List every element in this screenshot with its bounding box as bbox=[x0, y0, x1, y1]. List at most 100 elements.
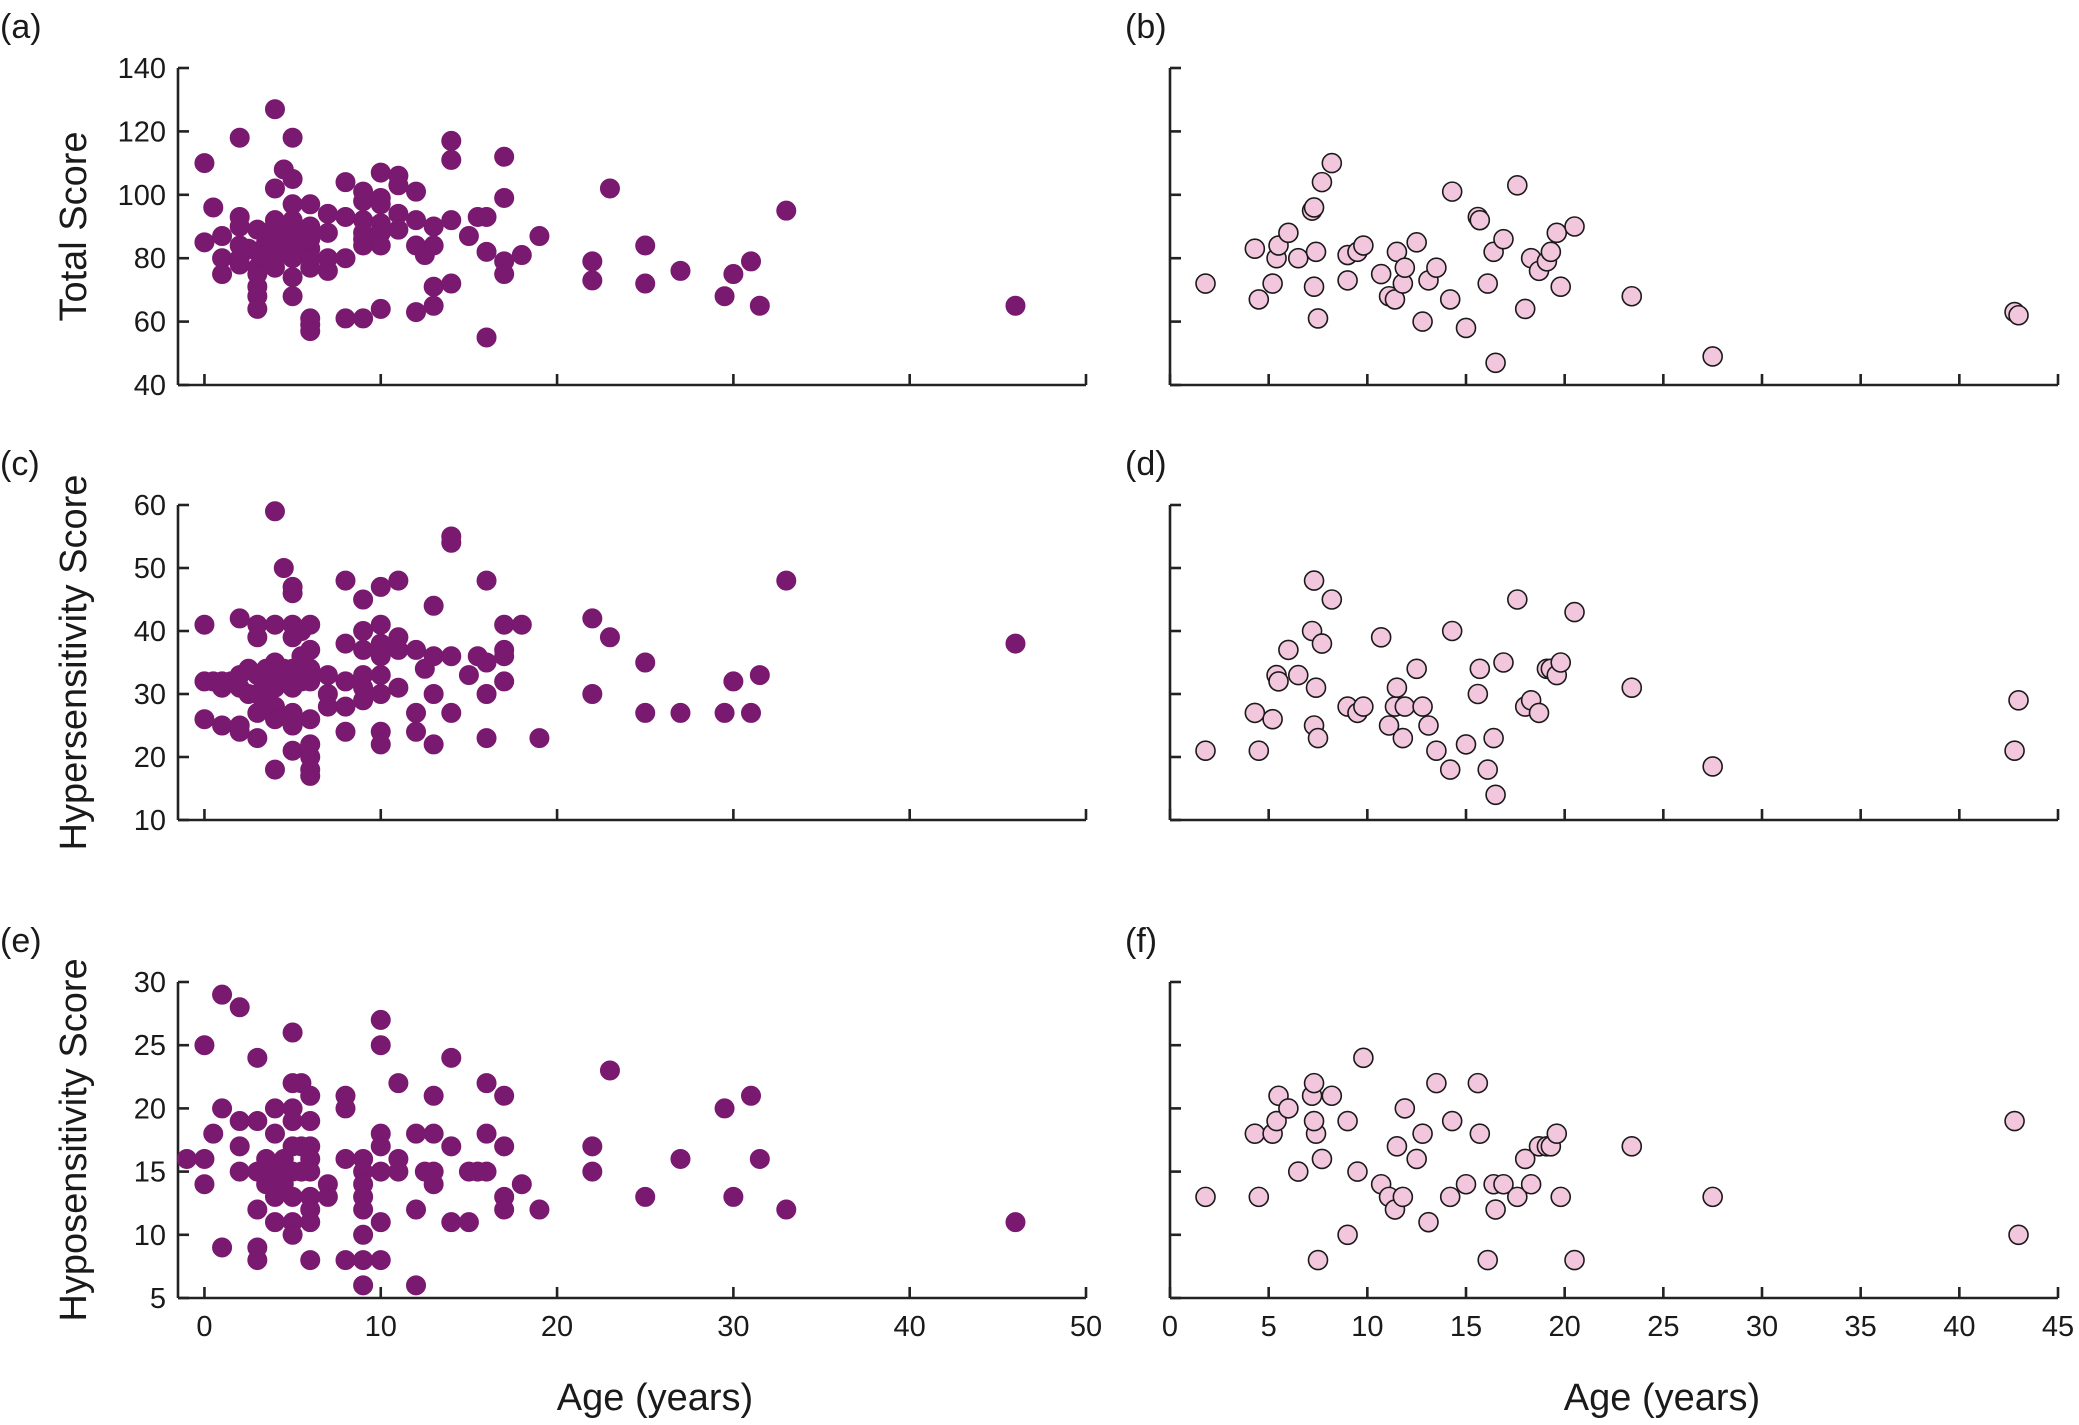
panel-d-point bbox=[1244, 702, 1266, 724]
panel-b-point bbox=[1702, 346, 1723, 367]
panel-b-point bbox=[1426, 257, 1447, 279]
panel-b-point bbox=[1477, 273, 1499, 294]
panel-d-point bbox=[1278, 639, 1299, 661]
panel-e-point bbox=[335, 1250, 356, 1271]
panel-c-point bbox=[511, 614, 532, 635]
panel-e-ytick-label: 30 bbox=[134, 967, 166, 999]
panel-c-point bbox=[370, 734, 391, 755]
panel-e-point bbox=[723, 1186, 744, 1207]
panel-a-point bbox=[353, 308, 374, 329]
panel-b-point bbox=[1621, 285, 1643, 307]
panel-c-point bbox=[353, 639, 374, 660]
panel-a-ytick-label: 40 bbox=[134, 370, 166, 402]
panel-b-point bbox=[1546, 222, 1568, 244]
panel-e-xtick-label: 30 bbox=[717, 1311, 749, 1343]
panel-f-xtick-label: 10 bbox=[1351, 1311, 1383, 1343]
panel-a-letter: (a) bbox=[0, 8, 42, 46]
panel-c-point bbox=[494, 671, 515, 692]
panel-c-point bbox=[423, 734, 444, 755]
panel-a-point bbox=[494, 264, 515, 285]
panel-a: (a) 40 60 80 100 120 140 Total Score bbox=[0, 8, 1088, 402]
panel-c-point bbox=[476, 570, 497, 591]
panel-e-point bbox=[335, 1098, 356, 1119]
panel-a-point bbox=[511, 245, 532, 266]
panel-c-point bbox=[406, 702, 427, 723]
panel-a-point bbox=[212, 226, 233, 247]
panel-a-point bbox=[582, 270, 603, 291]
panel-f-point bbox=[1248, 1186, 1270, 1208]
panel-c-point bbox=[335, 696, 356, 717]
panel-e-point bbox=[264, 1212, 285, 1233]
panel-e-point bbox=[494, 1136, 515, 1157]
panel-c-point bbox=[714, 702, 735, 723]
panel-e-xtick-label: 40 bbox=[894, 1311, 926, 1343]
panel-d-point bbox=[1493, 652, 1514, 673]
panel-c-point bbox=[264, 709, 285, 730]
panel-a-ytick-label: 120 bbox=[118, 116, 166, 148]
panel-a-point bbox=[194, 232, 215, 253]
panel-a-point bbox=[353, 191, 374, 212]
panel-f-xtick-label: 15 bbox=[1450, 1311, 1482, 1343]
panel-e-letter: (e) bbox=[0, 922, 42, 960]
panel-c-point bbox=[406, 721, 427, 742]
panel-e-ytick-label: 20 bbox=[134, 1093, 166, 1125]
panel-e-xtick-label: 10 bbox=[365, 1311, 397, 1343]
panel-c-point bbox=[723, 671, 744, 692]
panel-e-point bbox=[282, 1186, 303, 1207]
x-axis-label-right: Age (years) bbox=[1564, 1377, 1760, 1419]
panel-c-point bbox=[599, 627, 620, 648]
panel-f-point bbox=[1386, 1136, 1408, 1157]
panel-e-point bbox=[441, 1212, 462, 1233]
panel-c-letter: (c) bbox=[0, 445, 40, 483]
panel-e-xtick-label: 20 bbox=[541, 1311, 573, 1343]
panel-f-point bbox=[1702, 1186, 1723, 1208]
panel-c-point bbox=[370, 665, 391, 686]
panel-e-point bbox=[494, 1085, 515, 1106]
panel-e-point bbox=[176, 1148, 197, 1169]
panel-e-point bbox=[511, 1174, 532, 1195]
panel-f-point bbox=[1426, 1072, 1447, 1094]
panel-f-point bbox=[1441, 1110, 1463, 1132]
panel-a-point bbox=[406, 181, 427, 202]
panel-f-point bbox=[1353, 1047, 1374, 1069]
panel-a-point bbox=[353, 235, 374, 256]
panel-a-point bbox=[441, 149, 462, 170]
panel-b-point bbox=[1394, 257, 1416, 279]
panel-c-point bbox=[582, 608, 603, 629]
panel-f-point bbox=[1392, 1186, 1414, 1208]
panel-f-xtick-label: 35 bbox=[1845, 1311, 1877, 1343]
panel-a-ytick-label: 80 bbox=[134, 243, 166, 275]
panel-e-point bbox=[212, 1237, 233, 1258]
panel-e-point bbox=[353, 1199, 374, 1220]
panel-a-point bbox=[264, 99, 285, 120]
panel-a-point bbox=[494, 146, 515, 167]
panel-a-point bbox=[529, 226, 550, 247]
panel-d-point bbox=[1412, 696, 1433, 717]
panel-a-point bbox=[247, 298, 268, 319]
panel-e-point bbox=[635, 1186, 656, 1207]
panel-a-point bbox=[229, 127, 250, 148]
panel-f-point bbox=[1418, 1211, 1439, 1233]
panel-f-point bbox=[1266, 1110, 1287, 1132]
panel-e-point bbox=[247, 1199, 268, 1220]
panel-e-point bbox=[353, 1250, 374, 1271]
panel-d-point bbox=[1262, 708, 1283, 730]
panel-e-point bbox=[282, 1111, 303, 1132]
panel-e-point bbox=[441, 1047, 462, 1068]
panel-d-point bbox=[2004, 740, 2025, 762]
panel-c-ytick-label: 60 bbox=[134, 490, 166, 522]
panel-c-ytick-label: 10 bbox=[134, 805, 166, 837]
panel-d-point bbox=[1455, 734, 1477, 755]
panel-b-point bbox=[1455, 317, 1477, 339]
panel-a-point bbox=[229, 216, 250, 237]
panel-a-point bbox=[670, 260, 691, 281]
panel-c-point bbox=[441, 646, 462, 667]
panel-e-point bbox=[194, 1035, 215, 1056]
panel-f-point bbox=[1520, 1173, 1542, 1195]
panel-f-point bbox=[1514, 1148, 1536, 1170]
panel-c-point bbox=[441, 702, 462, 723]
panel-c-point bbox=[247, 627, 268, 648]
panel-c-point bbox=[406, 639, 427, 660]
panel-e: (e) 5 10 15 20 25 30 0 10 20 30 40 50 Hyposensitivity… bbox=[0, 922, 1102, 1343]
panel-a-point bbox=[370, 194, 391, 215]
